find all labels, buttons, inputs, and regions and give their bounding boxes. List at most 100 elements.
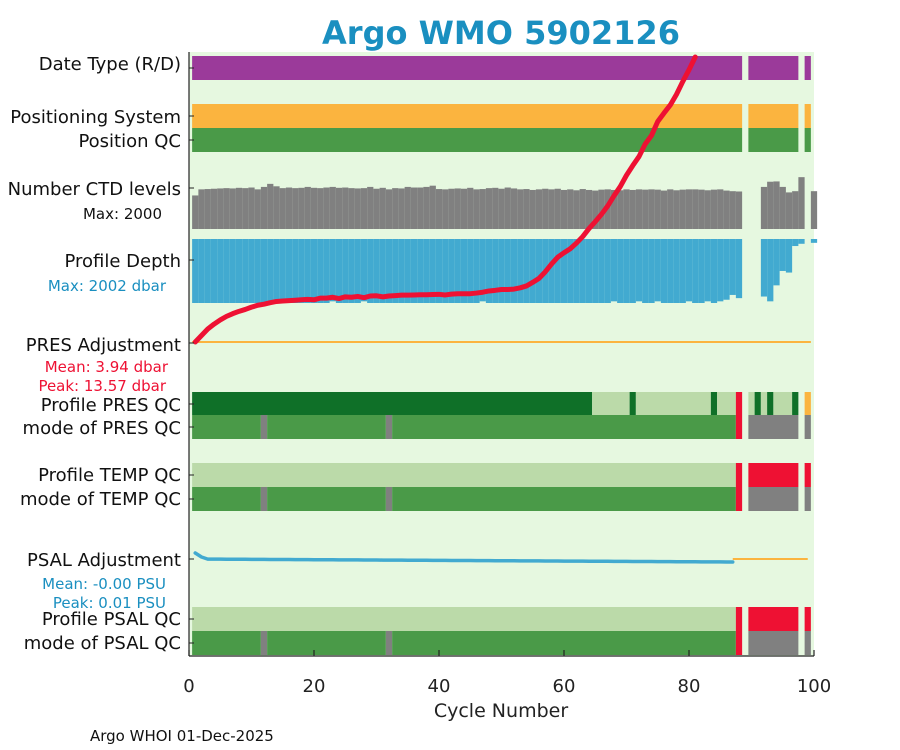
ctd-bar (442, 189, 449, 229)
depth-bar (254, 239, 261, 303)
row-3-segment-2 (629, 392, 636, 415)
label-profile-temp-qc: Profile TEMP QC (38, 465, 181, 486)
depth-bar (573, 239, 580, 303)
ctd-bar (242, 188, 249, 229)
label-profile-pres-qc: Profile PRES QC (41, 395, 181, 416)
label-ctd-levels: Number CTD levels (8, 179, 181, 200)
label-pres-peak: Peak: 13.57 dbar (38, 377, 166, 395)
depth-bar (767, 239, 774, 302)
depth-bar (798, 239, 805, 244)
ctd-bar (710, 189, 718, 229)
ctd-bar (567, 189, 574, 229)
row-3-segment-9 (760, 392, 768, 415)
row-4-segment-6 (748, 415, 799, 439)
ctd-bar (379, 187, 386, 229)
depth-bar (292, 239, 299, 303)
ctd-bar (385, 189, 393, 229)
depth-bar (735, 239, 743, 299)
depth-bar (248, 239, 255, 303)
depth-bar (504, 239, 511, 303)
depth-bar (673, 239, 680, 303)
depth-bar (467, 239, 474, 303)
depth-bar (335, 239, 343, 303)
x-tick-label: 60 (553, 676, 576, 697)
depth-bar (617, 239, 624, 303)
depth-bar (417, 239, 424, 303)
ctd-bar (654, 189, 661, 229)
row-6-segment-2 (267, 487, 386, 511)
chart-title: Argo WMO 5902126 (322, 14, 680, 52)
ctd-bar (642, 189, 649, 229)
ctd-bar (354, 188, 361, 229)
ctd-bar (635, 189, 643, 229)
depth-bar (410, 239, 418, 303)
ctd-bar (685, 189, 693, 229)
depth-bar (523, 239, 530, 303)
ctd-bar (317, 188, 324, 229)
depth-bar (317, 239, 324, 303)
ctd-bar (267, 183, 274, 229)
label-pres-mean: Mean: 3.94 dbar (45, 358, 169, 376)
depth-bar (223, 239, 230, 303)
ctd-bar (335, 187, 343, 229)
label-psal-peak: Peak: 0.01 PSU (53, 594, 166, 612)
row-3-segment-10 (767, 392, 774, 415)
row-3-segment-3 (635, 392, 711, 415)
depth-bar (623, 239, 630, 303)
ctd-bar (529, 189, 536, 229)
ctd-bar (692, 189, 699, 229)
depth-bar (323, 239, 330, 303)
row-3-segment-1 (592, 392, 630, 415)
row-3-segment-12 (792, 392, 799, 415)
row-6-segment-5 (735, 487, 743, 511)
ctd-bar (467, 187, 474, 229)
ctd-bar (192, 195, 199, 229)
ctd-bar (498, 188, 505, 229)
ctd-bar (479, 189, 486, 229)
ctd-bar (792, 191, 799, 229)
row-8-segment-7 (804, 631, 811, 655)
ctd-bar (779, 186, 786, 229)
x-tick-label: 0 (183, 676, 194, 697)
depth-bar (629, 239, 636, 303)
ctd-bar (517, 189, 524, 229)
ctd-bar (767, 181, 774, 229)
row-1-segment-0 (192, 104, 743, 128)
label-profile-depth: Profile Depth (64, 251, 181, 272)
depth-bar (267, 239, 274, 303)
row-5-segment-1 (735, 463, 743, 487)
x-tick-label: 80 (678, 676, 701, 697)
ctd-bar (348, 188, 355, 229)
depth-bar (548, 239, 555, 303)
depth-bar (423, 239, 430, 303)
depth-bar (710, 239, 718, 303)
depth-bar (360, 239, 368, 302)
depth-bar (773, 239, 780, 286)
depth-bar (442, 239, 449, 303)
ctd-bar (260, 186, 268, 229)
label-positioning-system: Positioning System (10, 107, 181, 128)
ctd-bar (698, 189, 705, 229)
ctd-bar (679, 189, 686, 229)
x-axis-label: Cycle Number (434, 700, 568, 722)
row-6-segment-7 (804, 487, 811, 511)
ctd-bar (210, 188, 218, 229)
row-7-segment-0 (192, 607, 736, 631)
label-profile-depth-max: Max: 2002 dbar (48, 277, 167, 295)
ctd-bar (429, 185, 436, 229)
depth-bar (217, 239, 224, 303)
depth-bar (304, 239, 311, 303)
label-date-type: Date Type (R/D) (39, 54, 181, 75)
depth-bar (285, 239, 293, 303)
ctd-bar (773, 181, 780, 229)
pres-adjustment-curve (192, 54, 698, 345)
row-7-segment-1 (735, 607, 743, 631)
depth-bar (592, 239, 599, 303)
depth-bar (492, 239, 499, 303)
depth-bar (367, 239, 374, 303)
ctd-bar (329, 186, 336, 229)
row-1-segment-2 (804, 104, 811, 128)
row-2-segment-0 (192, 128, 743, 152)
x-tick-label: 20 (303, 676, 326, 697)
ctd-bar (729, 191, 736, 229)
